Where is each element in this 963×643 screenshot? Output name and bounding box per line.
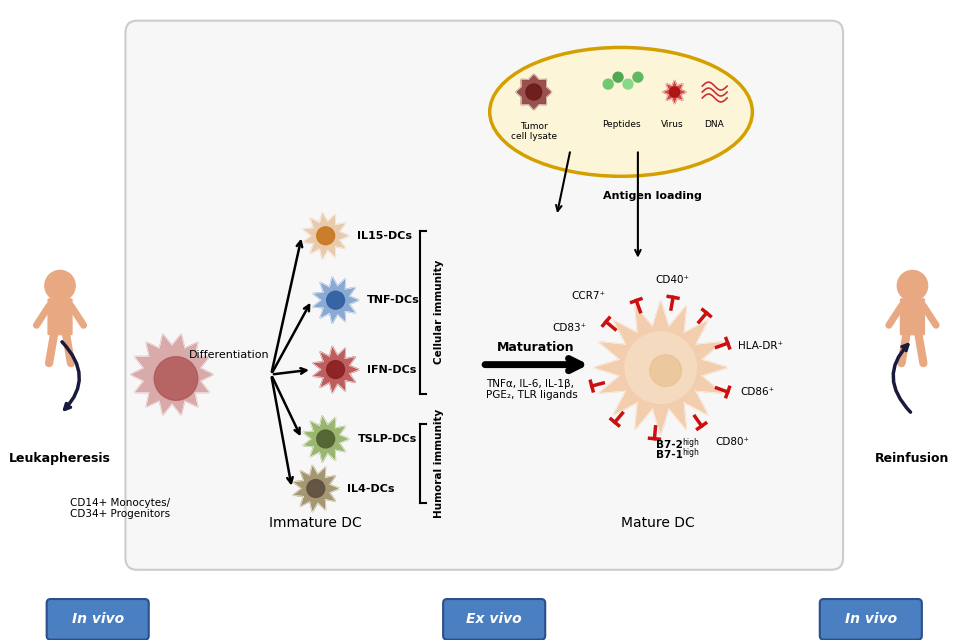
Circle shape [898, 271, 927, 301]
Polygon shape [313, 346, 359, 393]
Text: CD80⁺: CD80⁺ [716, 437, 749, 447]
Text: CD14+ Monocytes/
CD34+ Progenitors: CD14+ Monocytes/ CD34+ Progenitors [70, 498, 170, 519]
Text: CD40⁺: CD40⁺ [656, 275, 690, 285]
Text: Immature DC: Immature DC [270, 516, 362, 530]
FancyBboxPatch shape [820, 599, 922, 640]
Circle shape [307, 480, 325, 498]
Text: TNFα, IL-6, IL-1β,
PGE₂, TLR ligands: TNFα, IL-6, IL-1β, PGE₂, TLR ligands [486, 379, 578, 400]
Text: In vivo: In vivo [845, 612, 897, 626]
Text: Virus: Virus [662, 120, 684, 129]
Text: Maturation: Maturation [497, 341, 575, 354]
Text: DNA: DNA [704, 120, 724, 129]
Text: IL15-DCs: IL15-DCs [357, 231, 412, 240]
Circle shape [154, 357, 197, 401]
Text: In vivo: In vivo [71, 612, 124, 626]
Text: B7-1: B7-1 [656, 450, 683, 460]
Polygon shape [293, 465, 340, 512]
FancyBboxPatch shape [48, 299, 72, 334]
Text: CD86⁺: CD86⁺ [740, 387, 774, 397]
Text: TSLP-DCs: TSLP-DCs [357, 434, 417, 444]
Polygon shape [516, 74, 552, 110]
Text: TNF-DCs: TNF-DCs [367, 295, 420, 305]
Text: IL4-DCs: IL4-DCs [348, 484, 395, 494]
Text: high: high [683, 439, 699, 448]
Circle shape [613, 72, 623, 82]
Text: Reinfusion: Reinfusion [875, 452, 950, 466]
Text: Tumor
cell lysate: Tumor cell lysate [510, 122, 557, 141]
Text: Antigen loading: Antigen loading [603, 191, 702, 201]
Text: high: high [683, 448, 699, 457]
Polygon shape [313, 276, 359, 323]
Circle shape [623, 79, 633, 89]
FancyBboxPatch shape [125, 21, 843, 570]
Text: Peptides: Peptides [602, 120, 640, 129]
Circle shape [317, 227, 334, 245]
Circle shape [526, 84, 542, 100]
Circle shape [625, 332, 696, 403]
Circle shape [669, 87, 680, 97]
Polygon shape [593, 300, 728, 435]
Circle shape [326, 291, 345, 309]
Polygon shape [130, 334, 214, 415]
Polygon shape [302, 415, 350, 462]
Text: CD83⁺: CD83⁺ [552, 323, 586, 333]
FancyBboxPatch shape [900, 299, 924, 334]
Circle shape [317, 430, 334, 448]
Text: CCR7⁺: CCR7⁺ [571, 291, 606, 301]
Circle shape [603, 79, 613, 89]
Text: Mature DC: Mature DC [621, 516, 694, 530]
Circle shape [45, 271, 75, 301]
Circle shape [650, 355, 682, 386]
Text: HLA-DR⁺: HLA-DR⁺ [738, 341, 783, 351]
Polygon shape [663, 80, 687, 104]
Text: Ex vivo: Ex vivo [466, 612, 522, 626]
Polygon shape [302, 212, 350, 259]
Text: IFN-DCs: IFN-DCs [367, 365, 417, 375]
FancyBboxPatch shape [443, 599, 545, 640]
Text: Differentiation: Differentiation [189, 350, 270, 359]
Ellipse shape [490, 48, 752, 176]
Circle shape [633, 72, 643, 82]
Circle shape [326, 361, 345, 379]
FancyBboxPatch shape [46, 599, 148, 640]
Text: Leukapheresis: Leukapheresis [9, 452, 111, 466]
Text: B7-2: B7-2 [656, 440, 683, 450]
Text: Humoral immunity: Humoral immunity [433, 409, 444, 518]
Text: Cellular immunity: Cellular immunity [433, 260, 444, 365]
